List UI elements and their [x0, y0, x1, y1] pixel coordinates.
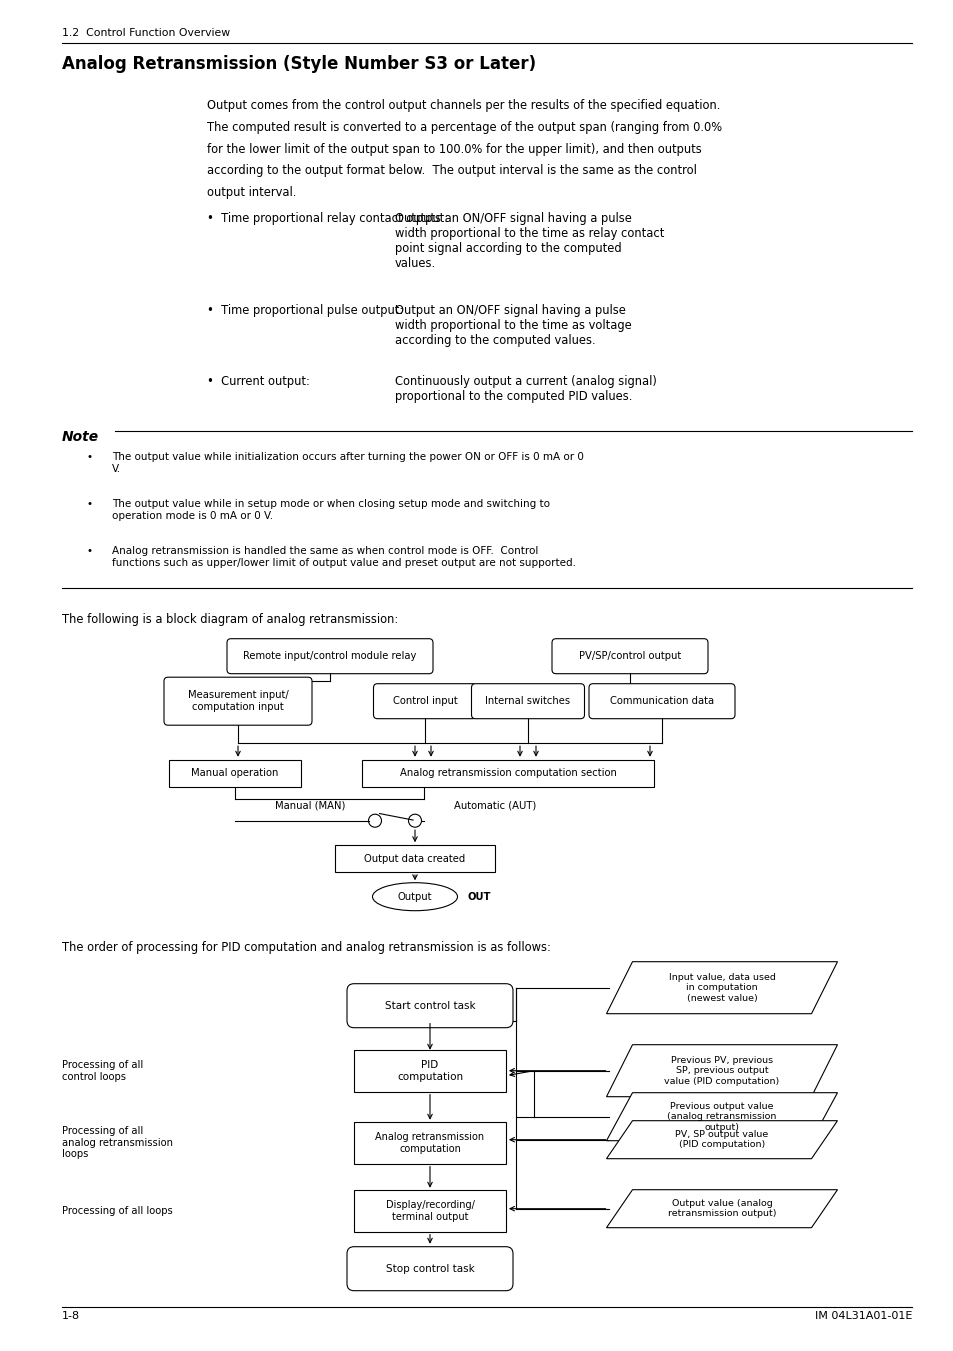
Text: •  Time proportional pulse output:: • Time proportional pulse output: — [207, 304, 403, 317]
Text: •: • — [87, 546, 92, 557]
Text: Measurement input/
computation input: Measurement input/ computation input — [188, 690, 288, 712]
Ellipse shape — [372, 882, 457, 911]
Text: 1.2  Control Function Overview: 1.2 Control Function Overview — [62, 28, 230, 38]
Text: Output data created: Output data created — [364, 854, 465, 863]
Text: output interval.: output interval. — [207, 186, 296, 199]
Text: Output comes from the control output channels per the results of the specified e: Output comes from the control output cha… — [207, 99, 720, 112]
Text: Note: Note — [62, 430, 99, 444]
Text: Analog Retransmission (Style Number S3 or Later): Analog Retransmission (Style Number S3 o… — [62, 55, 536, 73]
Text: Start control task: Start control task — [384, 1001, 475, 1011]
Text: Automatic (AUT): Automatic (AUT) — [454, 801, 536, 811]
Text: The output value while in setup mode or when closing setup mode and switching to: The output value while in setup mode or … — [112, 500, 550, 520]
Text: Previous PV, previous
SP, previous output
value (PID computation): Previous PV, previous SP, previous outpu… — [663, 1055, 779, 1086]
Polygon shape — [606, 962, 837, 1013]
FancyBboxPatch shape — [227, 639, 433, 674]
Text: Output: Output — [397, 892, 432, 901]
Text: The output value while initialization occurs after turning the power ON or OFF i: The output value while initialization oc… — [112, 453, 583, 474]
Text: The following is a block diagram of analog retransmission:: The following is a block diagram of anal… — [62, 613, 397, 627]
Text: Remote input/control module relay: Remote input/control module relay — [243, 651, 416, 661]
Text: PV/SP/control output: PV/SP/control output — [578, 651, 680, 661]
FancyBboxPatch shape — [552, 639, 707, 674]
Text: Output an ON/OFF signal having a pulse
width proportional to the time as voltage: Output an ON/OFF signal having a pulse w… — [395, 304, 631, 347]
Text: Processing of all loops: Processing of all loops — [62, 1205, 172, 1216]
Text: according to the output format below.  The output interval is the same as the co: according to the output format below. Th… — [207, 165, 696, 177]
Bar — [335, 846, 495, 873]
Text: Analog retransmission
computation: Analog retransmission computation — [375, 1132, 484, 1154]
Text: Previous output value
(analog retransmission
output): Previous output value (analog retransmis… — [666, 1102, 776, 1132]
Text: Control input: Control input — [393, 696, 456, 707]
Polygon shape — [606, 1121, 837, 1159]
Text: for the lower limit of the output span to 100.0% for the upper limit), and then : for the lower limit of the output span t… — [207, 143, 701, 155]
Text: IM 04L31A01-01E: IM 04L31A01-01E — [814, 1310, 911, 1321]
Text: Output value (analog
retransmission output): Output value (analog retransmission outp… — [667, 1198, 776, 1219]
FancyBboxPatch shape — [164, 677, 312, 725]
Bar — [361, 759, 654, 786]
Text: •: • — [87, 453, 92, 462]
Polygon shape — [606, 1190, 837, 1228]
Text: Manual (MAN): Manual (MAN) — [274, 801, 345, 811]
Bar — [354, 1121, 505, 1163]
Text: Processing of all
analog retransmission
loops: Processing of all analog retransmission … — [62, 1127, 172, 1159]
Text: PV, SP output value
(PID computation): PV, SP output value (PID computation) — [675, 1129, 768, 1150]
FancyBboxPatch shape — [588, 684, 734, 719]
Text: The computed result is converted to a percentage of the output span (ranging fro: The computed result is converted to a pe… — [207, 120, 721, 134]
Bar — [354, 1050, 505, 1092]
Polygon shape — [606, 1093, 837, 1140]
Text: Stop control task: Stop control task — [385, 1263, 474, 1274]
Text: 1-8: 1-8 — [62, 1310, 80, 1321]
Text: •  Time proportional relay contact output:: • Time proportional relay contact output… — [207, 212, 448, 226]
FancyBboxPatch shape — [374, 684, 476, 719]
Text: Internal switches: Internal switches — [485, 696, 570, 707]
Text: Continuously output a current (analog signal)
proportional to the computed PID v: Continuously output a current (analog si… — [395, 374, 657, 403]
Text: •: • — [87, 500, 92, 509]
Text: PID
computation: PID computation — [396, 1061, 462, 1082]
Text: Manual operation: Manual operation — [192, 769, 278, 778]
Text: Outputs an ON/OFF signal having a pulse
width proportional to the time as relay : Outputs an ON/OFF signal having a pulse … — [395, 212, 663, 270]
Text: Communication data: Communication data — [609, 696, 713, 707]
FancyBboxPatch shape — [347, 1247, 513, 1290]
Text: Analog retransmission computation section: Analog retransmission computation sectio… — [399, 769, 616, 778]
Text: •  Current output:: • Current output: — [207, 374, 310, 388]
Text: Display/recording/
terminal output: Display/recording/ terminal output — [385, 1200, 474, 1221]
Bar — [354, 1190, 505, 1232]
Text: Input value, data used
in computation
(newest value): Input value, data used in computation (n… — [668, 973, 775, 1002]
Text: Processing of all
control loops: Processing of all control loops — [62, 1061, 143, 1082]
FancyBboxPatch shape — [471, 684, 584, 719]
FancyBboxPatch shape — [347, 984, 513, 1028]
Text: The order of processing for PID computation and analog retransmission is as foll: The order of processing for PID computat… — [62, 940, 550, 954]
Polygon shape — [606, 1044, 837, 1097]
Text: Analog retransmission is handled the same as when control mode is OFF.  Control
: Analog retransmission is handled the sam… — [112, 546, 576, 567]
Bar — [169, 759, 301, 786]
Text: OUT: OUT — [467, 892, 491, 901]
